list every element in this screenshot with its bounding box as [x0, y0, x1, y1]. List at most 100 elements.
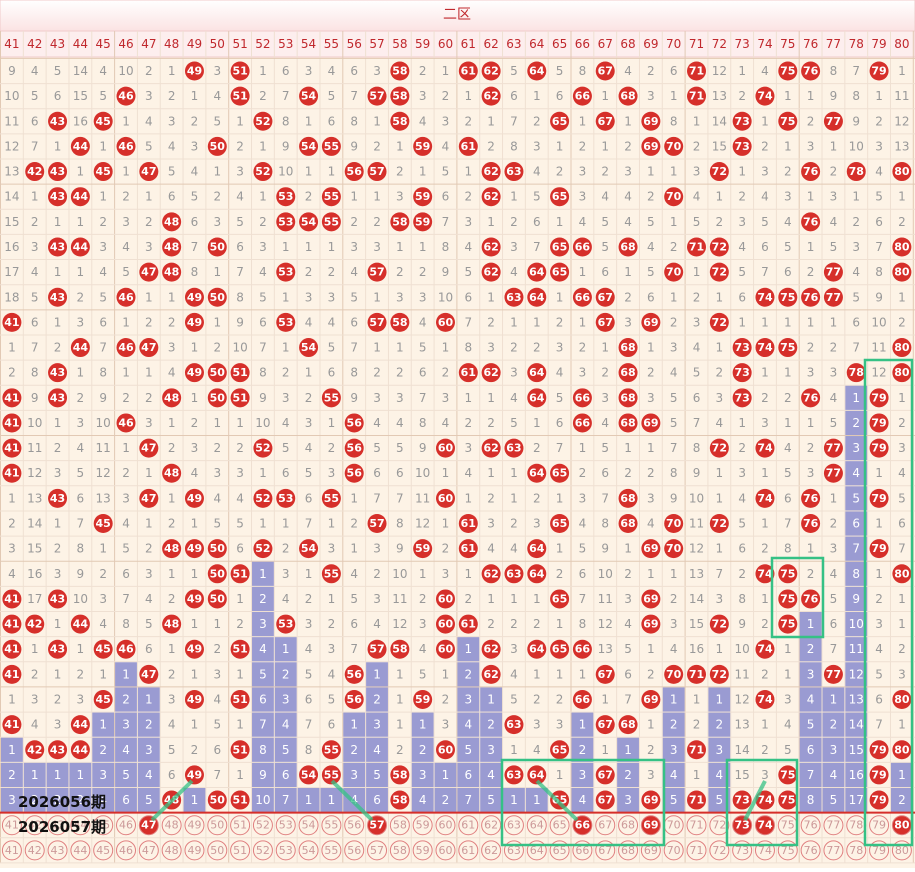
hit-number: 66 [575, 693, 591, 706]
hit-number: 55 [324, 215, 339, 228]
hit-ball [481, 162, 501, 182]
hit-ball [321, 564, 341, 584]
hit-number: 48 [164, 467, 179, 480]
miss-count: 1 [510, 592, 518, 606]
hit-ball [70, 136, 90, 156]
miss-count: 3 [533, 718, 541, 732]
miss-count: 1 [122, 114, 130, 128]
arrow [535, 779, 579, 822]
miss-count: 3 [236, 466, 244, 480]
miss-count: 12 [4, 139, 19, 153]
hit-ball [504, 287, 524, 307]
miss-count: 8 [99, 366, 107, 380]
miss-count: 3 [807, 466, 815, 480]
miss-count: 2 [31, 215, 39, 229]
column-label: 53 [278, 37, 293, 51]
miss-count: 2 [168, 441, 176, 455]
miss-bar [799, 787, 822, 813]
miss-count: 7 [830, 642, 838, 656]
hit-ball [344, 162, 364, 182]
hit-number: 63 [506, 718, 521, 731]
miss-bar [274, 737, 297, 762]
hit-ball [892, 740, 912, 760]
miss-count: 1 [442, 667, 450, 681]
miss-count: 3 [419, 89, 427, 103]
hit-number: 44 [73, 341, 89, 354]
pick-number: 47 [141, 819, 156, 832]
miss-count: 3 [487, 341, 495, 355]
hit-number: 75 [780, 65, 795, 78]
footer-number: 67 [598, 844, 612, 857]
miss-count: 3 [533, 139, 541, 153]
miss-count: 2 [533, 341, 541, 355]
miss-count: 4 [464, 718, 472, 732]
miss-count: 10 [689, 491, 704, 505]
miss-count: 3 [670, 617, 678, 631]
footer-number: 58 [393, 844, 407, 857]
hit-number: 49 [187, 768, 202, 781]
miss-bar [411, 762, 434, 787]
hit-ball [458, 136, 478, 156]
hit-ball [618, 388, 638, 408]
hit-ball [641, 312, 661, 332]
miss-count: 18 [4, 290, 19, 304]
pick-ball [823, 815, 844, 836]
miss-count: 6 [168, 768, 176, 782]
miss-count: 6 [350, 617, 358, 631]
miss-count: 5 [328, 693, 336, 707]
miss-count: 5 [99, 290, 107, 304]
hit-number: 43 [50, 190, 65, 203]
miss-count: 1 [213, 416, 221, 430]
hit-number: 80 [894, 165, 910, 178]
miss-count: 1 [487, 391, 495, 405]
hit-number: 65 [552, 190, 567, 203]
hit-ball [709, 514, 729, 534]
miss-count: 1 [145, 190, 153, 204]
hit-ball [2, 413, 22, 433]
miss-count: 1 [807, 617, 815, 631]
pick-ball [412, 815, 433, 836]
hit-number: 62 [483, 442, 498, 455]
miss-count: 1 [282, 240, 290, 254]
hit-ball [413, 136, 433, 156]
miss-count: 2 [670, 718, 678, 732]
column-label: 48 [164, 37, 179, 51]
miss-count: 1 [601, 341, 609, 355]
miss-count: 7 [761, 265, 769, 279]
miss-count: 2 [259, 89, 267, 103]
miss-count: 1 [191, 341, 199, 355]
miss-count: 1 [259, 517, 267, 531]
miss-bar [457, 687, 480, 712]
miss-count: 2 [898, 416, 906, 430]
hit-number: 70 [666, 517, 682, 530]
miss-count: 4 [670, 642, 678, 656]
hit-number: 60 [438, 592, 454, 605]
miss-count: 10 [735, 642, 750, 656]
miss-count: 6 [31, 315, 39, 329]
miss-count: 4 [236, 491, 244, 505]
hit-number: 72 [712, 266, 727, 279]
hit-ball [823, 664, 843, 684]
footer-ball [777, 840, 798, 861]
miss-count: 1 [556, 617, 564, 631]
miss-count: 2 [556, 567, 564, 581]
footer-ball [93, 840, 114, 861]
hit-number: 59 [415, 140, 430, 153]
miss-count: 3 [213, 667, 221, 681]
miss-bar [274, 762, 297, 787]
hit-ball [116, 413, 136, 433]
highlight-box [863, 358, 914, 847]
pick-number: 71 [690, 819, 704, 832]
miss-count: 5 [830, 416, 838, 430]
miss-count: 1 [31, 768, 39, 782]
miss-count: 15 [735, 768, 750, 782]
miss-bar [845, 561, 868, 586]
hit-ball [321, 136, 341, 156]
column-label: 76 [803, 37, 818, 51]
hit-number: 67 [598, 794, 613, 807]
hit-ball [139, 162, 159, 182]
hit-number: 42 [27, 165, 42, 178]
miss-count: 2 [145, 718, 153, 732]
footer-number: 72 [712, 844, 726, 857]
miss-count: 9 [442, 265, 450, 279]
